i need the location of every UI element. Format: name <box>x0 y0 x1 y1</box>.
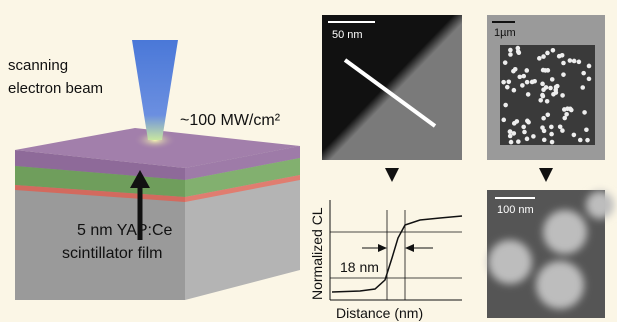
particle <box>560 93 565 98</box>
particle <box>584 127 589 132</box>
particle <box>521 74 526 79</box>
particle <box>581 71 586 76</box>
scale-label: 100 nm <box>497 204 534 216</box>
particle <box>540 82 545 87</box>
particle <box>540 93 545 98</box>
particle <box>530 80 535 85</box>
arrow <box>385 168 399 182</box>
scale-label: 50 nm <box>332 29 363 41</box>
particle <box>558 125 563 130</box>
particle <box>561 61 566 66</box>
particle <box>572 59 577 64</box>
particle <box>550 140 555 145</box>
y-axis-label: Normalized CL <box>309 207 325 300</box>
particle <box>512 131 517 136</box>
particle <box>503 60 508 65</box>
particle <box>568 58 573 63</box>
particle <box>542 129 547 134</box>
particle <box>587 77 592 82</box>
particle <box>503 103 508 108</box>
particle <box>557 54 562 59</box>
film-label: 5 nm YAP:Ce <box>77 222 173 239</box>
particle <box>564 112 569 117</box>
beam-power: ~100 MW/cm² <box>180 112 281 129</box>
arrow-head <box>378 244 387 252</box>
particle <box>585 138 590 143</box>
particle <box>513 67 518 72</box>
particle <box>522 130 527 135</box>
beam-label: electron beam <box>8 80 103 97</box>
particle <box>548 86 553 91</box>
particle <box>525 137 530 142</box>
particle <box>501 118 506 123</box>
particle <box>565 106 570 111</box>
particle <box>512 121 517 126</box>
particle <box>525 119 530 124</box>
sample-block <box>15 128 300 300</box>
beam-label: scanning <box>8 57 68 74</box>
particle <box>526 92 531 97</box>
particle <box>517 75 522 80</box>
particle <box>582 110 587 115</box>
particle <box>520 83 525 88</box>
particle <box>578 138 583 143</box>
arrow-head <box>405 244 414 252</box>
particle <box>545 99 550 104</box>
particle <box>577 60 582 65</box>
particle <box>587 64 592 69</box>
particle <box>537 56 542 61</box>
arrow <box>539 168 553 182</box>
figure: scanning electron beam ~100 MW/cm² 5 nm … <box>0 0 617 322</box>
particle <box>531 134 536 139</box>
particle <box>554 90 559 95</box>
electron-beam <box>132 40 178 140</box>
profile-plot <box>330 200 462 300</box>
particle <box>516 46 521 51</box>
particle <box>506 79 511 84</box>
resolution-label: 18 nm <box>340 259 379 275</box>
particle <box>516 139 521 144</box>
particle <box>545 112 550 117</box>
particle <box>541 54 546 59</box>
particle <box>572 133 577 138</box>
particle <box>542 138 547 143</box>
scale-label: 1µm <box>494 27 516 39</box>
particle <box>544 85 549 90</box>
particle <box>505 85 510 90</box>
x-axis-label: Distance (nm) <box>336 305 423 321</box>
film-label: scintillator film <box>62 245 162 262</box>
particle <box>549 132 554 137</box>
particle <box>545 51 550 56</box>
particle-area <box>500 45 595 145</box>
particle <box>524 68 529 73</box>
particle <box>512 88 517 93</box>
particle <box>509 140 514 145</box>
particle <box>508 48 513 53</box>
particle <box>561 72 566 77</box>
particle <box>543 68 548 73</box>
particle <box>508 52 513 57</box>
particle <box>551 48 556 53</box>
particle <box>525 80 530 85</box>
particle <box>538 98 543 103</box>
particle <box>550 77 555 82</box>
particle <box>549 125 554 130</box>
particle <box>580 85 585 90</box>
particle <box>501 80 506 85</box>
particle <box>541 116 546 121</box>
particle <box>521 125 526 130</box>
